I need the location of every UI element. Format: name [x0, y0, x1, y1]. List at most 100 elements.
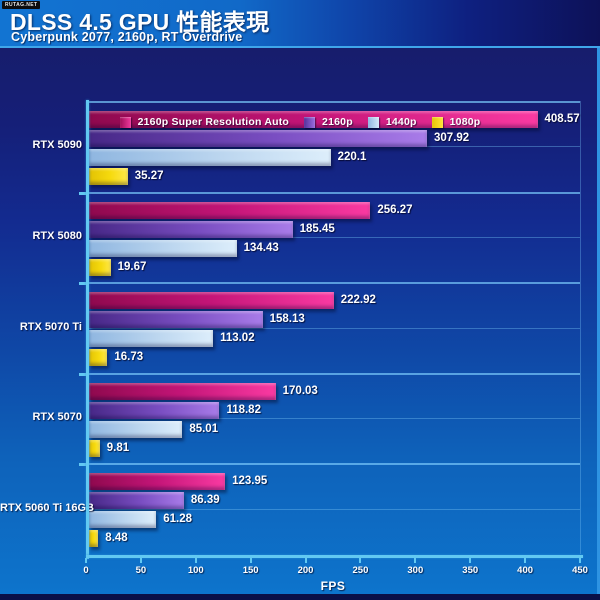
legend-label: 1080p — [449, 116, 481, 128]
group-center-gridline — [86, 418, 580, 420]
category-label: RTX 5080 — [32, 229, 82, 242]
bar-value-label: 9.81 — [106, 441, 130, 454]
axis-tick-nub — [79, 282, 86, 286]
category-label: RTX 5070 — [32, 411, 82, 424]
bar-value-label: 185.45 — [299, 222, 335, 235]
bar-rtx-5060-ti-16gb — [89, 511, 157, 529]
x-axis-line — [86, 555, 583, 558]
bar-rtx-5060-ti-16gb — [89, 492, 184, 510]
axis-tick-nub — [79, 372, 86, 376]
bar-value-label: 220.1 — [337, 151, 367, 163]
y-axis-line — [86, 100, 89, 559]
bar-rtx-5070-ti — [89, 292, 334, 310]
bar-value-label: 85.01 — [189, 422, 219, 435]
legend-swatch-icon — [367, 116, 379, 128]
legend-item: 2160p — [304, 116, 353, 128]
plot-right-edge — [580, 101, 581, 554]
bar-rtx-5070 — [89, 382, 276, 400]
legend-item: 2160p Super Resolution Auto — [119, 116, 290, 128]
category-label: RTX 5090 — [32, 139, 82, 152]
bar-rtx-5060-ti-16gb — [89, 530, 99, 548]
x-axis-tick-label: 150 — [242, 565, 259, 576]
legend-item: 1440p — [367, 116, 417, 128]
legend-label: 2160p Super Resolution Auto — [137, 116, 290, 128]
bar-value-label: 16.73 — [114, 351, 144, 364]
axis-tick-nub — [79, 191, 86, 195]
chart-legend: 2160p Super Resolution Auto 2160p 1440p 108… — [0, 114, 600, 130]
bar-value-label: 134.43 — [243, 241, 279, 254]
category-label: RTX 5060 Ti 16GB — [0, 501, 94, 514]
bar-rtx-5090 — [89, 168, 128, 185]
legend-label: 1440p — [385, 116, 417, 128]
panel-right-border — [597, 48, 600, 594]
x-axis-tick-label: 300 — [407, 565, 424, 576]
x-axis-tick-label: 400 — [517, 565, 534, 576]
x-axis-tick — [524, 558, 527, 563]
bar-rtx-5080 — [89, 258, 111, 276]
group-boundary-gridline — [86, 372, 580, 375]
bar-value-label: 118.82 — [226, 403, 261, 416]
chart-panel: 2160p Super Resolution Auto 2160p 1440p 108… — [0, 46, 600, 594]
x-axis-tick — [469, 558, 472, 563]
x-axis-tick — [414, 558, 417, 563]
x-axis-tick — [85, 558, 87, 563]
bar-rtx-5070 — [89, 420, 183, 438]
category-label: RTX 5070 Ti — [19, 320, 82, 333]
x-axis-tick-label: 200 — [297, 565, 314, 576]
chart-header: DLSS 4.5 GPU 性能表現 Cyberpunk 2077, 2160p,… — [0, 0, 600, 46]
bar-value-label: 35.27 — [134, 170, 164, 182]
x-axis-tick-label: 50 — [135, 565, 147, 576]
group-boundary-gridline — [86, 101, 580, 103]
x-axis-tick — [139, 558, 142, 563]
bar-value-label: 222.92 — [340, 294, 376, 307]
x-axis-tick-label: 250 — [352, 565, 369, 576]
x-axis-title: FPS — [320, 579, 346, 593]
bar-rtx-5070 — [89, 439, 100, 457]
page-subtitle: Cyberpunk 2077, 2160p, RT Overdrive — [11, 30, 243, 44]
x-axis-tick — [579, 558, 581, 563]
bar-value-label: 256.27 — [377, 203, 413, 216]
x-axis-tick — [359, 558, 362, 563]
group-center-gridline — [86, 236, 580, 238]
watermark: RUTAG.NET — [2, 1, 41, 9]
bar-value-label: 61.28 — [163, 513, 193, 526]
bar-rtx-5080 — [89, 220, 293, 238]
group-boundary-gridline — [86, 282, 580, 285]
bar-value-label: 170.03 — [282, 384, 318, 397]
group-boundary-gridline — [86, 463, 580, 466]
page-title: DLSS 4.5 GPU 性能表現 — [10, 9, 270, 35]
bar-value-label: 307.92 — [434, 132, 470, 144]
x-axis-tick-label: 100 — [187, 565, 204, 576]
legend-swatch-icon — [304, 116, 316, 128]
group-boundary-gridline — [86, 191, 580, 194]
bar-value-label: 8.48 — [105, 532, 128, 545]
legend-swatch-icon — [119, 116, 131, 128]
x-axis-tick — [249, 558, 252, 563]
bar-value-label: 158.13 — [269, 313, 305, 326]
bar-value-label: 19.67 — [117, 260, 147, 273]
bar-rtx-5080 — [89, 201, 371, 219]
group-center-gridline — [86, 327, 580, 329]
legend-item: 1080p — [431, 116, 481, 128]
legend-swatch-icon — [431, 116, 443, 128]
x-axis-tick — [194, 558, 197, 563]
bar-rtx-5070 — [89, 401, 220, 419]
bar-rtx-5070-ti — [89, 349, 108, 367]
bar-value-label: 86.39 — [190, 494, 220, 507]
bar-value-label: 113.02 — [220, 332, 255, 345]
axis-tick-nub — [79, 463, 86, 467]
x-axis-tick-label: 450 — [572, 565, 588, 576]
bar-rtx-5070-ti — [89, 311, 263, 329]
x-axis-tick-label: 350 — [462, 565, 479, 576]
bar-rtx-5080 — [89, 239, 237, 257]
group-center-gridline — [86, 508, 580, 510]
bar-rtx-5090 — [89, 149, 331, 166]
x-axis-tick — [304, 558, 307, 563]
panel-bottom-edge — [0, 594, 600, 600]
bar-rtx-5070-ti — [89, 330, 214, 348]
bar-rtx-5060-ti-16gb — [89, 473, 226, 491]
legend-label: 2160p — [322, 116, 353, 128]
bar-rtx-5090 — [89, 130, 428, 147]
bar-value-label: 408.57 — [544, 113, 580, 125]
bar-value-label: 123.95 — [232, 475, 268, 488]
